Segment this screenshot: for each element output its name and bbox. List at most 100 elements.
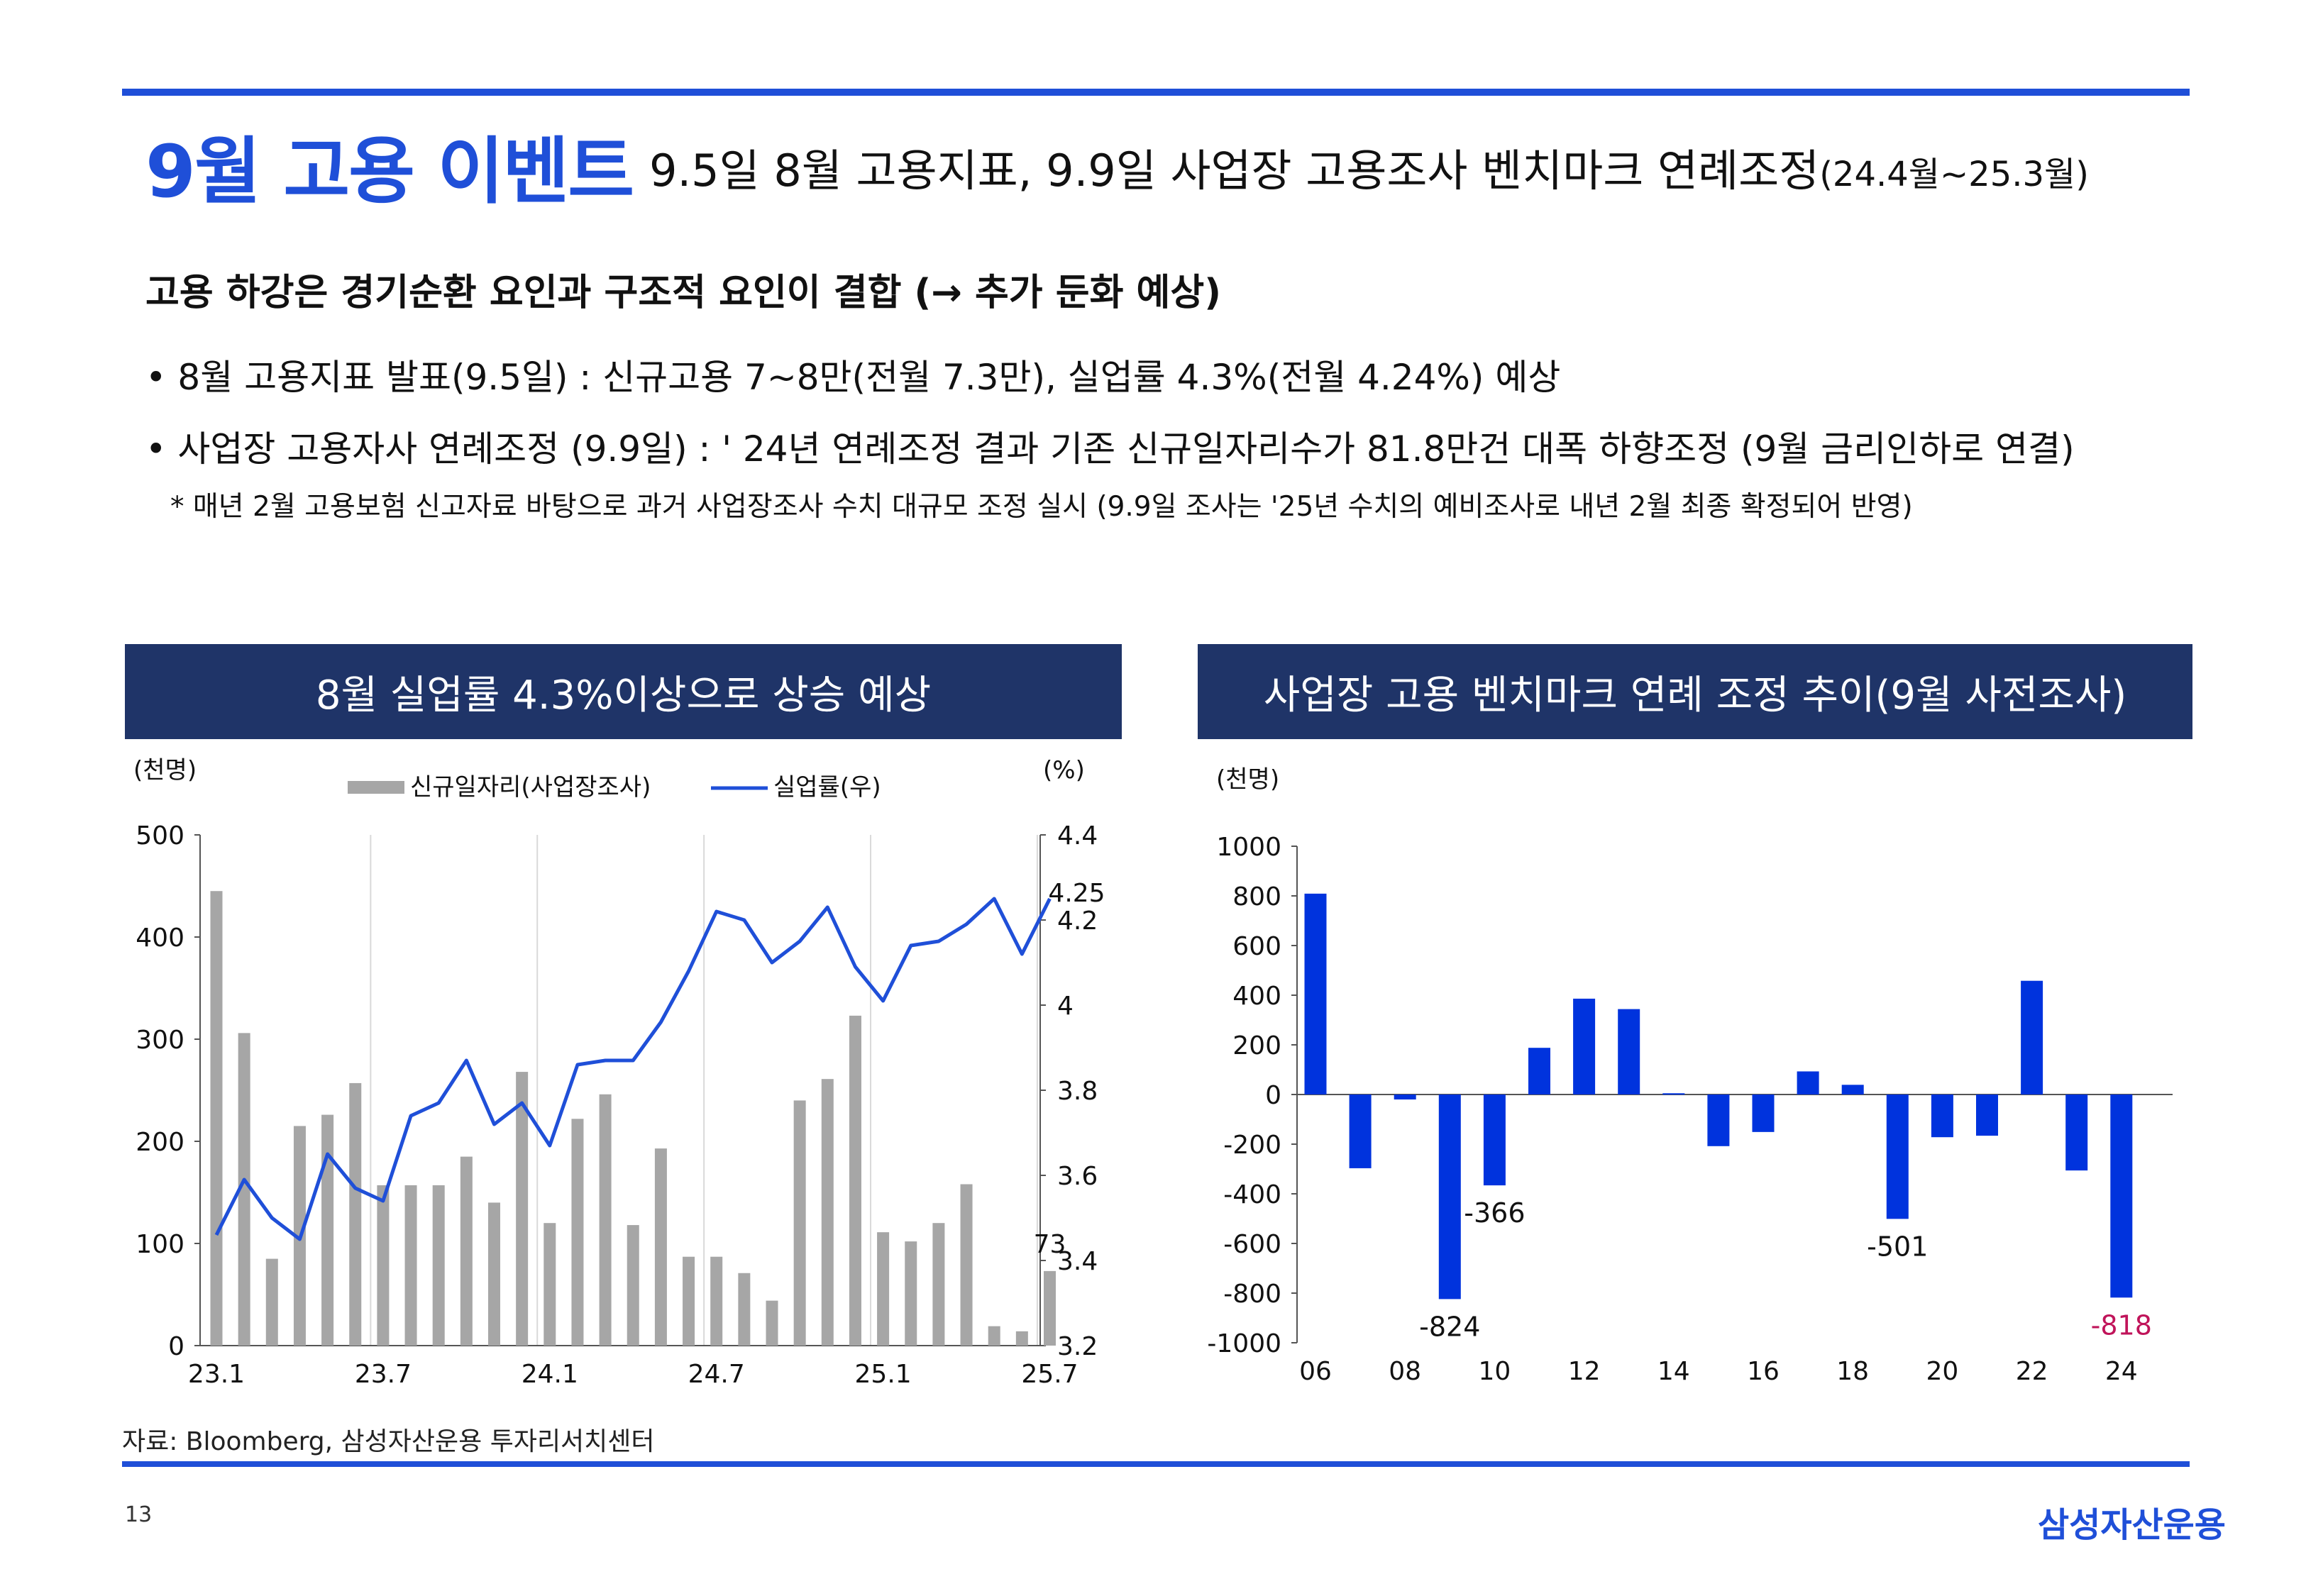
y-axis-tick-label: 400 (1232, 982, 1281, 1011)
left-axis-tick-label: 300 (136, 1026, 184, 1055)
payroll-bar (210, 891, 223, 1346)
bullet-benchmark-revision: • 사업장 고용자사 연례조정 (9.9일) : ' 24년 연례조정 결과 기… (145, 428, 2075, 470)
payroll-bar (377, 1185, 390, 1346)
payroll-bar (654, 1148, 667, 1346)
right-axis-tick-label: 3.4 (1057, 1247, 1098, 1276)
revision-bar (1752, 1095, 1775, 1132)
payroll-bar (1044, 1270, 1056, 1346)
revision-bar (1797, 1071, 1819, 1095)
x-axis-tick-label: 23.7 (355, 1360, 412, 1389)
legend-label-bars: 신규일자리(사업장조사) (410, 773, 651, 802)
subtitle-main: 9.5일 8월 고용지표, 9.9일 사업장 고용조사 벤치마크 연례조정 (649, 145, 1820, 196)
payroll-bar (683, 1256, 695, 1346)
y-axis-tick-label: 600 (1232, 932, 1281, 961)
x-axis-tick-label: 14 (1657, 1357, 1690, 1386)
left-axis-tick-label: 0 (168, 1332, 184, 1361)
revision-data-label: -501 (1867, 1231, 1928, 1262)
payroll-bar (960, 1184, 973, 1346)
company-logo: 삼성자산운용 (2038, 1505, 2226, 1545)
revision-bar (2110, 1095, 2133, 1298)
right-axis-unit: (%) (1043, 756, 1085, 785)
unemployment-payrolls-chart: 0 100 200 300 400 500 3.2 3.4 3.6 3.8 4 4.2 4.4 23.1 2… (133, 756, 1105, 1389)
payroll-bar (516, 1072, 529, 1346)
source-note: 자료: Bloomberg, 삼성자산운용 투자리서치센터 (122, 1427, 655, 1456)
x-axis-tick-label: 24 (2105, 1357, 2138, 1386)
right-axis-tick-label: 4.4 (1057, 821, 1098, 850)
x-axis-tick-label: 10 (1478, 1357, 1511, 1386)
x-axis-tick-label: 23.1 (188, 1360, 245, 1389)
y-axis-tick-label: -800 (1223, 1280, 1281, 1309)
y-axis-tick-label: -600 (1223, 1230, 1281, 1259)
left-axis-tick-label: 100 (136, 1230, 184, 1259)
x-axis-tick-label: 06 (1299, 1357, 1332, 1386)
x-axis-tick-label: 24.1 (522, 1360, 578, 1389)
y-axis-tick-label: 0 (1265, 1081, 1281, 1110)
payroll-bar (849, 1015, 861, 1346)
payroll-bar (988, 1326, 1000, 1346)
page-title: 9월 고용 이벤트 (145, 130, 634, 214)
x-axis-tick-label: 16 (1747, 1357, 1780, 1386)
top-accent-bar (122, 89, 2190, 96)
revision-data-label: -818 (2091, 1309, 2152, 1341)
y-axis-tick-label: -400 (1223, 1180, 1281, 1209)
x-axis-tick-label: 25.1 (855, 1360, 912, 1389)
revision-data-label: -366 (1464, 1197, 1525, 1229)
payroll-bar (877, 1232, 890, 1346)
x-axis-tick-label: 18 (1836, 1357, 1869, 1386)
page-number: 13 (125, 1502, 153, 1527)
payroll-bar (404, 1185, 417, 1346)
revision-bar (1618, 1009, 1640, 1095)
rate-data-label: 4.25 (1048, 879, 1105, 908)
benchmark-revision-chart: -1000 -800 -600 -400 -200 0 200 400 600 800 1000 (천… (1207, 765, 2173, 1386)
right-axis-tick-label: 3.6 (1057, 1162, 1098, 1191)
payroll-bar (821, 1079, 834, 1346)
payroll-bar (599, 1094, 612, 1346)
y-axis-unit: (천명) (1216, 765, 1279, 794)
right-axis-tick-label: 4 (1057, 992, 1074, 1021)
revision-bar (1662, 1093, 1685, 1095)
payroll-bar (571, 1119, 584, 1346)
revision-bar (1483, 1095, 1506, 1186)
subtitle-period: (24.4월~25.3월) (1819, 155, 2089, 194)
legend-label-line: 실업률(우) (773, 773, 881, 802)
y-axis-tick-label: 1000 (1216, 833, 1281, 862)
left-axis-tick-label: 500 (136, 821, 184, 850)
payroll-bar (460, 1156, 473, 1346)
left-axis-tick-label: 400 (136, 924, 184, 953)
x-axis-tick-label: 12 (1568, 1357, 1601, 1386)
left-axis-tick-label: 200 (136, 1128, 184, 1157)
payroll-bar (738, 1273, 751, 1346)
payroll-bar (766, 1300, 778, 1346)
revision-bar (1931, 1095, 1953, 1138)
right-chart-header: 사업장 고용 벤치마크 연례 조정 추이(9월 사전조사) (1198, 644, 2192, 739)
revision-bar (2021, 980, 2043, 1095)
payroll-bar (488, 1202, 500, 1346)
payroll-bar (238, 1033, 250, 1346)
payroll-bar (265, 1258, 278, 1346)
y-axis-tick-label: 200 (1232, 1031, 1281, 1060)
payroll-bar (432, 1185, 445, 1346)
payroll-bar (349, 1082, 362, 1346)
revision-bar (1707, 1095, 1730, 1146)
revision-bar (1394, 1095, 1416, 1099)
revision-bar (1573, 998, 1596, 1095)
left-axis-unit: (천명) (133, 756, 197, 785)
y-axis-tick-label: 800 (1232, 882, 1281, 911)
revision-bar (1841, 1085, 1864, 1095)
revision-bar (2065, 1095, 2088, 1171)
x-axis-tick-label: 20 (1926, 1357, 1958, 1386)
payroll-bar (793, 1100, 806, 1346)
payroll-bar (627, 1225, 639, 1346)
revision-bar (1349, 1095, 1372, 1168)
y-axis-tick-label: -1000 (1207, 1329, 1281, 1358)
payroll-bar (321, 1114, 334, 1346)
payroll-bar (1015, 1331, 1028, 1346)
right-axis-tick-label: 3.2 (1057, 1332, 1098, 1361)
payroll-bar (710, 1256, 723, 1346)
payroll-data-label: 73 (1034, 1230, 1066, 1259)
unemployment-rate-line (214, 897, 1052, 1241)
section-heading: 고용 하강은 경기순환 요인과 구조적 요인이 결합 (→ 추가 둔화 예상) (145, 272, 1221, 314)
bottom-accent-bar (122, 1461, 2190, 1467)
revision-bar (1304, 893, 1327, 1095)
right-axis-tick-label: 4.2 (1057, 907, 1098, 936)
